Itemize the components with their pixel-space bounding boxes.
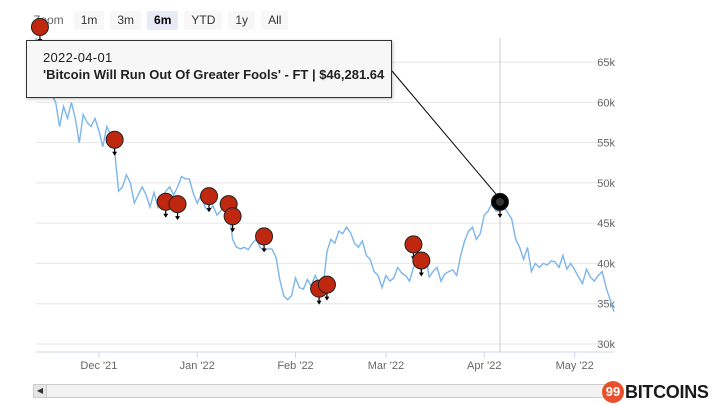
y-tick-label: 40k — [597, 258, 615, 270]
x-tick-label: May '22 — [556, 360, 594, 372]
y-tick-label: 45k — [597, 218, 615, 230]
tooltip-date: 2022-04-01 — [43, 50, 113, 65]
price-series-line[interactable] — [35, 37, 615, 312]
navigator-scrollbar[interactable]: ◀ — [33, 384, 613, 398]
logo-mark: 99 — [602, 381, 624, 403]
zoom-6m-button[interactable]: 6m — [147, 10, 179, 30]
zoom-bar: Zoom 1m 3m 6m YTD 1y All — [33, 10, 289, 30]
zoom-3m-button[interactable]: 3m — [110, 10, 142, 30]
news-flag[interactable] — [255, 227, 274, 253]
logo-text: BITCOINS — [625, 381, 709, 402]
x-tick-label: Dec '21 — [80, 360, 117, 372]
tooltip-headline: 'Bitcoin Will Run Out Of Greater Fools' … — [43, 67, 385, 82]
tooltip-connector-line — [391, 70, 501, 200]
news-flag[interactable] — [223, 207, 242, 233]
news-flag[interactable] — [105, 130, 124, 156]
logo: 99 BITCOINS — [602, 381, 709, 403]
x-tick-label: Jan '22 — [180, 360, 215, 372]
x-tick-label: Mar '22 — [368, 360, 404, 372]
zoom-all-button[interactable]: All — [261, 10, 289, 30]
x-axis-labels: Dec '21 Jan '22 Feb '22 Mar '22 Apr '22 May '… — [80, 360, 593, 372]
x-tick-label: Apr '22 — [467, 360, 502, 372]
news-flag[interactable] — [200, 187, 219, 213]
x-axis-ticks — [98, 352, 576, 358]
y-tick-label: 50k — [597, 178, 615, 190]
y-tick-label: 60k — [597, 97, 615, 109]
zoom-1m-button[interactable]: 1m — [73, 10, 105, 30]
news-flag[interactable] — [412, 251, 431, 277]
zoom-ytd-button[interactable]: YTD — [184, 10, 223, 30]
tooltip: 2022-04-01 'Bitcoin Will Run Out Of Grea… — [26, 40, 392, 98]
zoom-1y-button[interactable]: 1y — [228, 10, 256, 30]
y-tick-label: 65k — [597, 57, 615, 69]
news-flag[interactable] — [168, 195, 187, 221]
x-tick-label: Feb '22 — [277, 360, 313, 372]
y-tick-label: 30k — [597, 339, 615, 351]
news-flag[interactable] — [317, 275, 336, 301]
scroll-left-arrow-icon[interactable]: ◀ — [34, 385, 47, 397]
grid-lines — [36, 61, 614, 353]
news-flag-active[interactable] — [490, 192, 509, 218]
y-tick-label: 55k — [597, 138, 615, 150]
